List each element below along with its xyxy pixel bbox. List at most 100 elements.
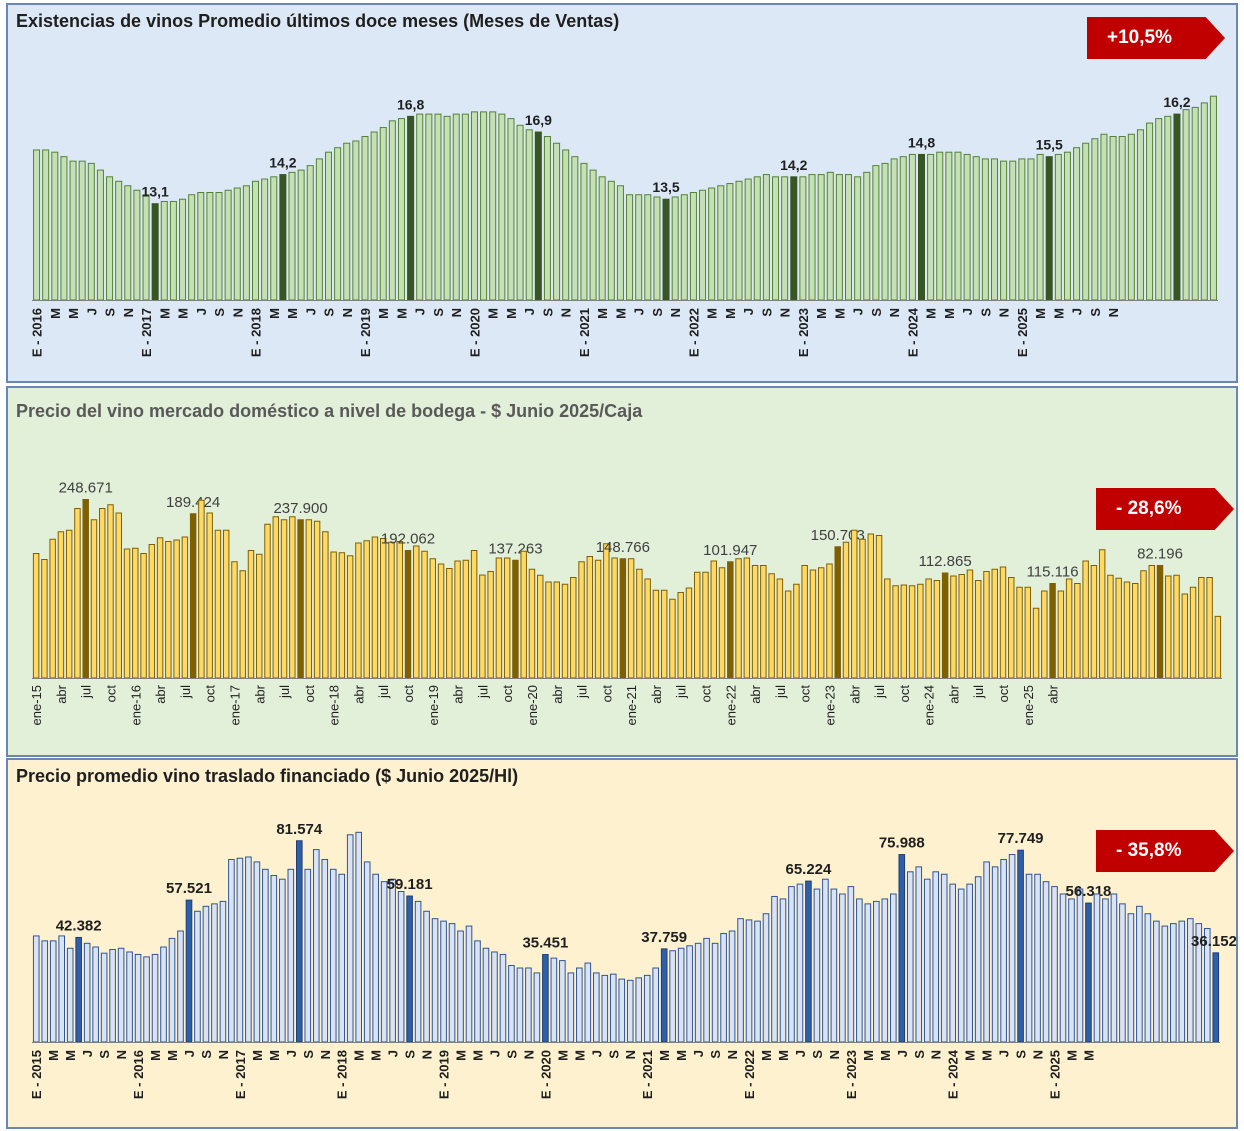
month-tick-label: N [318,1050,333,1059]
year-tick-label: E - 2016 [30,308,45,357]
data-bar [1008,854,1016,1043]
data-bar [966,569,974,679]
data-bar [826,171,834,301]
data-bar [958,574,965,679]
month-tick-label: M [1065,1050,1080,1061]
month-tick-label: abr [550,684,565,703]
data-bar [179,198,187,301]
data-bar [370,131,378,301]
data-bar [817,567,825,679]
winery-price-chart-panel: Precio del vino mercado doméstico a nive… [6,386,1238,757]
data-bar [338,873,346,1043]
year-tick-label: E - 2016 [131,1050,146,1099]
highlighted-bar [941,572,949,679]
data-bar [553,581,560,679]
highlighted-bar [1173,113,1181,301]
data-bar [793,583,800,679]
data-bar [809,569,817,679]
highlighted-bar [790,176,798,301]
data-bar [197,192,205,301]
month-tick-label: ene-24 [922,685,937,725]
stocks-chart-panel: Existencias de vinos Promedio últimos do… [6,3,1238,383]
data-bar [991,866,999,1043]
data-bar [1115,577,1122,679]
data-bar [1140,570,1147,679]
data-bar [440,920,447,1043]
data-bar [842,541,850,679]
month-tick-label: jul [575,685,590,699]
highlighted-bar [898,854,906,1043]
data-bar [1153,920,1160,1043]
data-bar [32,935,40,1043]
month-tick-label: ene-19 [426,685,441,725]
data-bar [762,174,770,301]
bulk-price-change-badge: - 35,8% [1096,830,1234,872]
month-tick-label: S [606,1050,621,1059]
month-tick-label: M [963,1050,978,1061]
data-bar [1102,898,1109,1043]
data-bar [1161,925,1169,1043]
month-tick-label: abr [748,684,763,703]
data-bar [461,113,469,301]
data-bar [372,873,379,1043]
data-bar [559,960,566,1043]
year-tick-label: E - 2025 [1048,1050,1063,1099]
month-tick-label: M [759,1050,774,1061]
month-tick-label: M [572,1050,587,1061]
data-bar [1110,893,1118,1043]
month-tick-label: J [741,308,756,315]
data-bar [776,578,784,679]
month-tick-label: ene-16 [128,685,143,725]
highlighted-bar [834,546,841,679]
month-tick-label: M [66,308,81,319]
data-bar [762,913,770,1043]
data-bar [669,950,676,1043]
data-bar [41,940,49,1043]
data-bar [652,967,660,1043]
month-tick-label: M [942,308,957,319]
month-tick-label: J [413,308,428,315]
data-bar [576,967,583,1043]
data-bar [711,942,719,1043]
data-bar [781,176,789,301]
data-bar [981,158,989,301]
data-bar [1170,923,1177,1043]
month-tick-label: abr [153,684,168,703]
data-bar [890,893,897,1043]
month-tick-label: jul [277,685,292,699]
data-bar [875,535,883,679]
data-bar [231,561,238,679]
month-tick-label: oct [500,685,515,703]
data-bar [1034,873,1041,1043]
data-bar [181,536,189,679]
data-bar [346,555,354,679]
month-tick-label: ene-21 [624,685,639,725]
data-bar [482,947,490,1043]
month-tick-label: N [997,308,1012,317]
month-tick-label: abr [649,684,664,703]
month-tick-label: N [420,1050,435,1059]
data-bar [96,169,104,301]
month-tick-label: J [997,1050,1012,1057]
data-bar [338,552,346,679]
data-bar [603,543,610,679]
data-bar [462,559,470,679]
data-bar [305,519,313,679]
data-bar [177,930,184,1043]
data-label: 192.062 [381,531,435,548]
data-bar [1136,905,1143,1043]
month-tick-label: S [708,1050,723,1059]
month-tick-label: S [1014,1050,1029,1059]
data-bar [491,951,498,1043]
data-bar [379,538,387,679]
month-tick-label: M [1051,308,1066,319]
data-bar [133,189,141,301]
data-bar [1063,151,1071,301]
data-bar [643,974,651,1043]
highlighted-bar [727,561,734,679]
data-label: 16,8 [397,96,424,112]
data-bar [1018,158,1026,301]
data-label: 101.947 [703,542,757,559]
data-bar [699,189,707,301]
month-tick-label: M [657,1050,672,1061]
